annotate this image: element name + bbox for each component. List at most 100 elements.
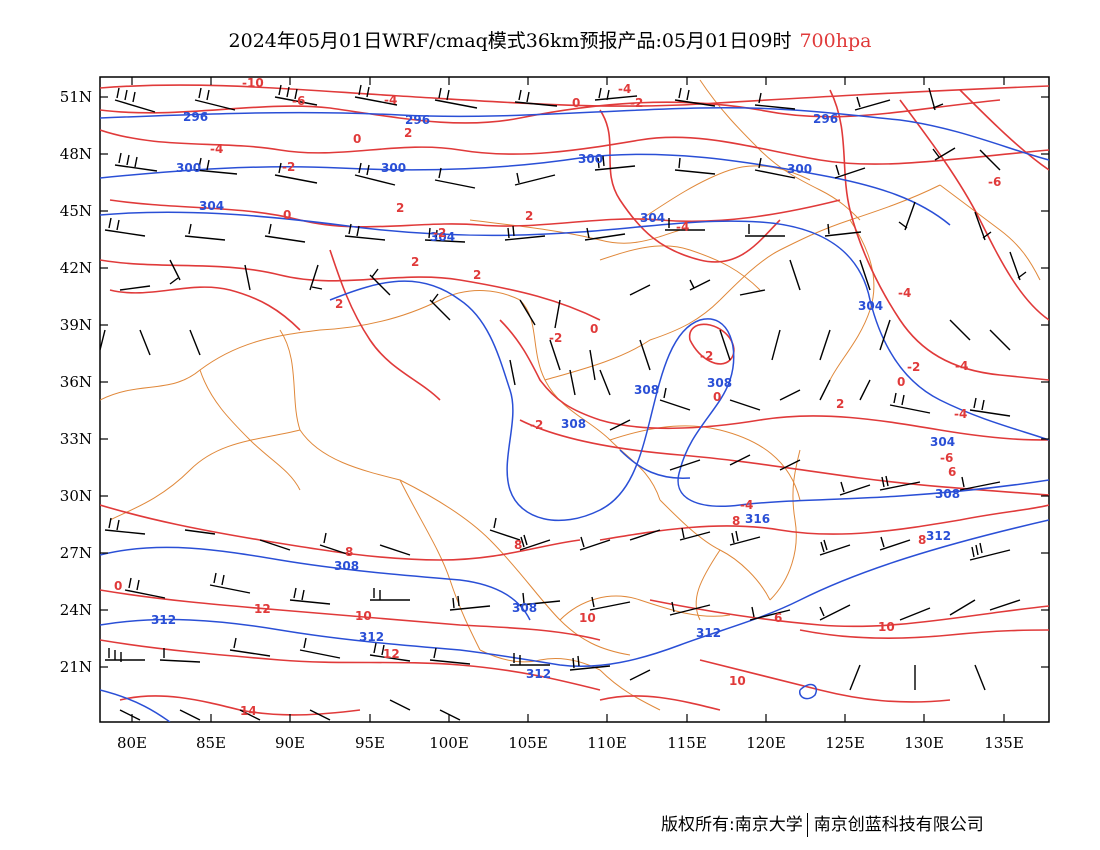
temperature-label: 8 [918,533,926,547]
height-label: 308 [634,383,659,397]
temperature-label: -2 [282,160,295,174]
height-label: 300 [381,161,406,175]
height-label: 308 [512,601,537,615]
copyright-company: 南京创蓝科技有限公司 [813,815,984,835]
height-label: 300 [787,162,812,176]
height-label: 308 [935,487,960,501]
temperature-label: 2 [404,126,412,140]
height-label: 296 [405,113,430,127]
lon-label: 100E [429,734,469,752]
title-main: 2024年05月01日WRF/cmaq模式36km预报产品:05月01日09时 [228,30,792,52]
temperature-label: 2 [335,297,343,311]
lon-label: 80E [117,734,147,752]
height-label: 296 [813,112,838,126]
temperature-label: 2 [411,255,419,269]
temperature-label: 12 [383,647,400,661]
height-label: 308 [334,559,359,573]
lat-label: 45N [60,202,92,220]
temperature-label: -4 [676,220,689,234]
temperature-label: -2 [907,360,920,374]
temperature-label: 6 [948,465,956,479]
temperature-contours [100,84,1049,716]
temperature-label: -2 [549,331,562,345]
temperature-label: 10 [878,620,895,634]
height-label: 304 [858,299,883,313]
temperature-label: 0 [572,96,580,110]
temperature-label: 10 [355,609,372,623]
copyright-footer: 版权所有:南京大学 南京创蓝科技有限公司 [661,810,984,837]
temperature-label: 8 [732,514,740,528]
temperature-label: -2 [530,418,543,432]
temperature-label: -4 [618,82,631,96]
temperature-label: -4 [955,359,968,373]
temperature-label: -4 [740,498,753,512]
lat-label: 36N [60,373,92,391]
temperature-label: 6 [774,611,782,625]
temperature-label: 0 [897,375,905,389]
temperature-label: 2 [473,268,481,282]
temperature-label: 8 [345,545,353,559]
lon-label: 130E [904,734,944,752]
temperature-label: -2 [700,349,713,363]
geopotential-contour-labels: 296 296 296 300 300 300 300 304 304 304 … [151,110,960,681]
lon-label: 95E [355,734,385,752]
lat-label: 21N [60,658,92,676]
lon-label: 135E [984,734,1024,752]
plot-frame [99,76,1050,723]
temperature-label: 10 [729,674,746,688]
temperature-label: -6 [940,451,953,465]
temperature-label: -4 [384,93,397,107]
height-label: 312 [526,667,551,681]
height-label: 312 [151,613,176,627]
height-label: 304 [199,199,224,213]
temperature-label: -4 [954,407,967,421]
lon-label: 125E [825,734,865,752]
temperature-contour-labels: -10 -6 -4 -4 -2 0 -4 0 2 -6 -4 2 -2 2 0 … [114,76,1001,718]
administrative-boundaries [100,79,1041,711]
chart-title: 2024年05月01日WRF/cmaq模式36km预报产品:05月01日09时 7… [0,26,1100,53]
temperature-label: -6 [292,94,305,108]
height-label: 300 [578,152,603,166]
height-label: 312 [926,529,951,543]
lon-label: 90E [275,734,305,752]
temperature-label: -4 [898,286,911,300]
temperature-label: 0 [353,132,361,146]
copyright-owner: 版权所有:南京大学 [661,815,803,835]
temperature-label: -2 [433,226,446,240]
temperature-label: 2 [836,397,844,411]
temperature-label: 8 [514,538,522,552]
lat-label: 24N [60,601,92,619]
temperature-label: 10 [579,611,596,625]
height-label: 312 [696,626,721,640]
height-label: 308 [707,376,732,390]
temperature-label: 2 [396,201,404,215]
temperature-label: 14 [240,704,257,718]
lon-label: 115E [667,734,707,752]
title-pressure-level: 700hpa [799,30,872,52]
lon-label: 85E [196,734,226,752]
lat-label: 51N [60,88,92,106]
height-label: 304 [930,435,955,449]
temperature-label: -4 [210,142,223,156]
lat-label: 48N [60,145,92,163]
lon-label: 120E [746,734,786,752]
temperature-label: 2 [525,209,533,223]
lat-label: 33N [60,430,92,448]
height-label: 304 [640,211,665,225]
height-label: 312 [359,630,384,644]
height-label: 316 [745,512,770,526]
lat-label: 39N [60,316,92,334]
temperature-label: -6 [988,175,1001,189]
height-label: 300 [176,161,201,175]
footer-divider [806,813,808,837]
longitude-axis: 80E 85E 90E 95E 100E 105E 110E 115E 120E… [117,77,1024,752]
lat-label: 30N [60,487,92,505]
height-label: 296 [183,110,208,124]
temperature-label: 0 [283,208,291,222]
lat-label: 27N [60,544,92,562]
temperature-label: -10 [242,76,264,90]
temperature-label: 0 [590,322,598,336]
temperature-label: 0 [713,390,721,404]
geopotential-height-contours [100,106,1049,722]
